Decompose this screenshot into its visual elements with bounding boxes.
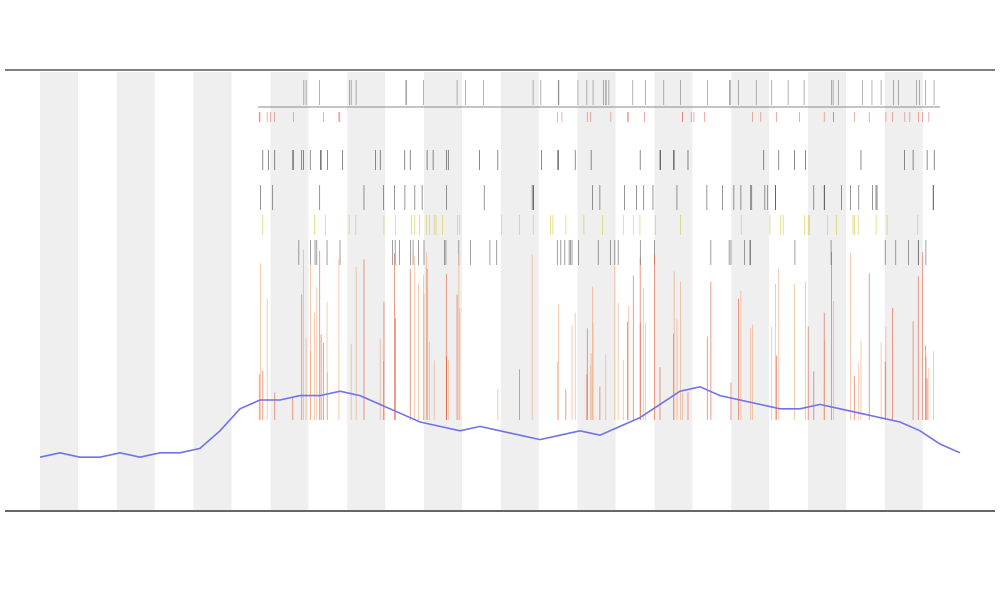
band bbox=[654, 72, 693, 510]
series-line bbox=[39, 385, 961, 459]
bands bbox=[40, 72, 923, 510]
band bbox=[116, 72, 155, 510]
band bbox=[270, 72, 309, 510]
band bbox=[347, 72, 386, 510]
band bbox=[193, 72, 232, 510]
band bbox=[884, 72, 923, 510]
band bbox=[808, 72, 846, 510]
band bbox=[424, 72, 462, 510]
band bbox=[731, 72, 770, 510]
band bbox=[577, 72, 616, 510]
band bbox=[40, 72, 78, 510]
band bbox=[500, 72, 539, 510]
